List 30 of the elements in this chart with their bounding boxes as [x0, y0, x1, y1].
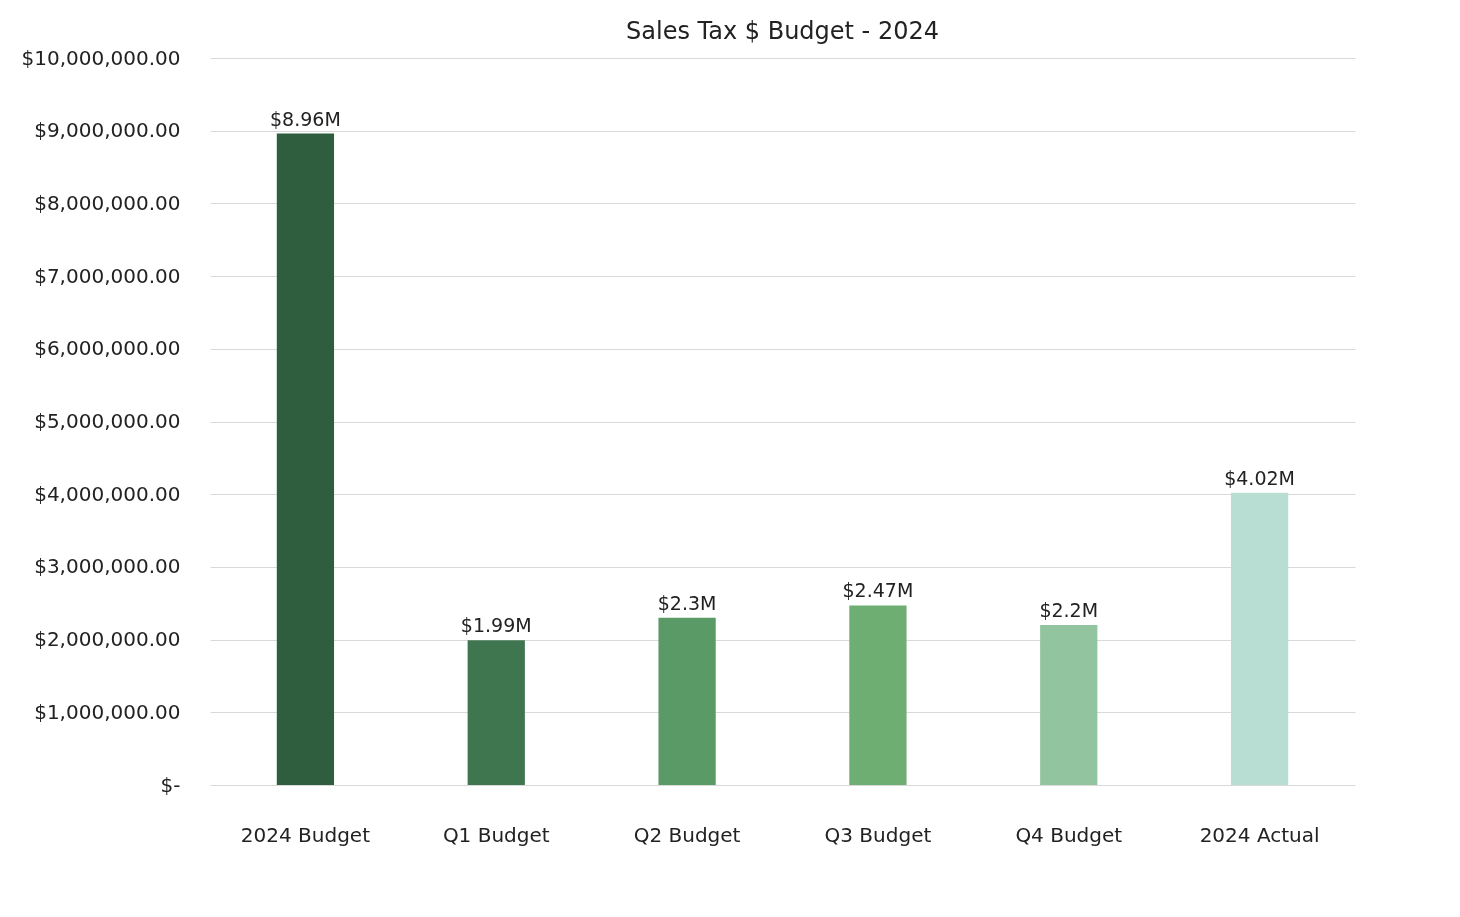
y-tick-label: $- — [160, 772, 181, 797]
y-tick-label: $3,000,000.00 — [34, 554, 181, 579]
data-label: $2.3M — [657, 591, 717, 614]
bar — [1040, 625, 1098, 785]
bar — [658, 617, 716, 785]
y-tick-label: $6,000,000.00 — [34, 336, 181, 361]
bar — [849, 605, 907, 785]
y-tick-label: $8,000,000.00 — [34, 190, 181, 215]
chart-title: Sales Tax $ Budget - 2024 — [626, 17, 939, 45]
y-tick-label: $7,000,000.00 — [34, 263, 181, 288]
y-tick-label: $10,000,000.00 — [21, 45, 181, 70]
y-tick-label: $5,000,000.00 — [34, 409, 181, 433]
y-tick-label: $4,000,000.00 — [34, 481, 181, 506]
data-label: $8.96M — [270, 107, 341, 130]
x-tick-label: 2024 Budget — [240, 822, 371, 847]
x-tick-label: Q1 Budget — [442, 822, 550, 847]
y-tick-label: $1,000,000.00 — [34, 699, 181, 724]
bar — [467, 640, 525, 785]
x-tick-label: Q3 Budget — [824, 822, 932, 847]
x-tick-label: 2024 Actual — [1199, 822, 1320, 847]
y-tick-label: $9,000,000.00 — [34, 118, 181, 143]
data-label: $2.47M — [842, 579, 914, 602]
x-tick-label: Q2 Budget — [633, 822, 741, 847]
y-tick-label: $2,000,000.00 — [34, 627, 181, 652]
data-label: $2.2M — [1039, 599, 1099, 622]
bar — [1230, 492, 1289, 785]
data-label: $1.99M — [460, 614, 532, 637]
data-label: $4.02M — [1224, 466, 1295, 489]
x-tick-label: Q4 Budget — [1015, 822, 1123, 847]
bar — [276, 133, 335, 785]
